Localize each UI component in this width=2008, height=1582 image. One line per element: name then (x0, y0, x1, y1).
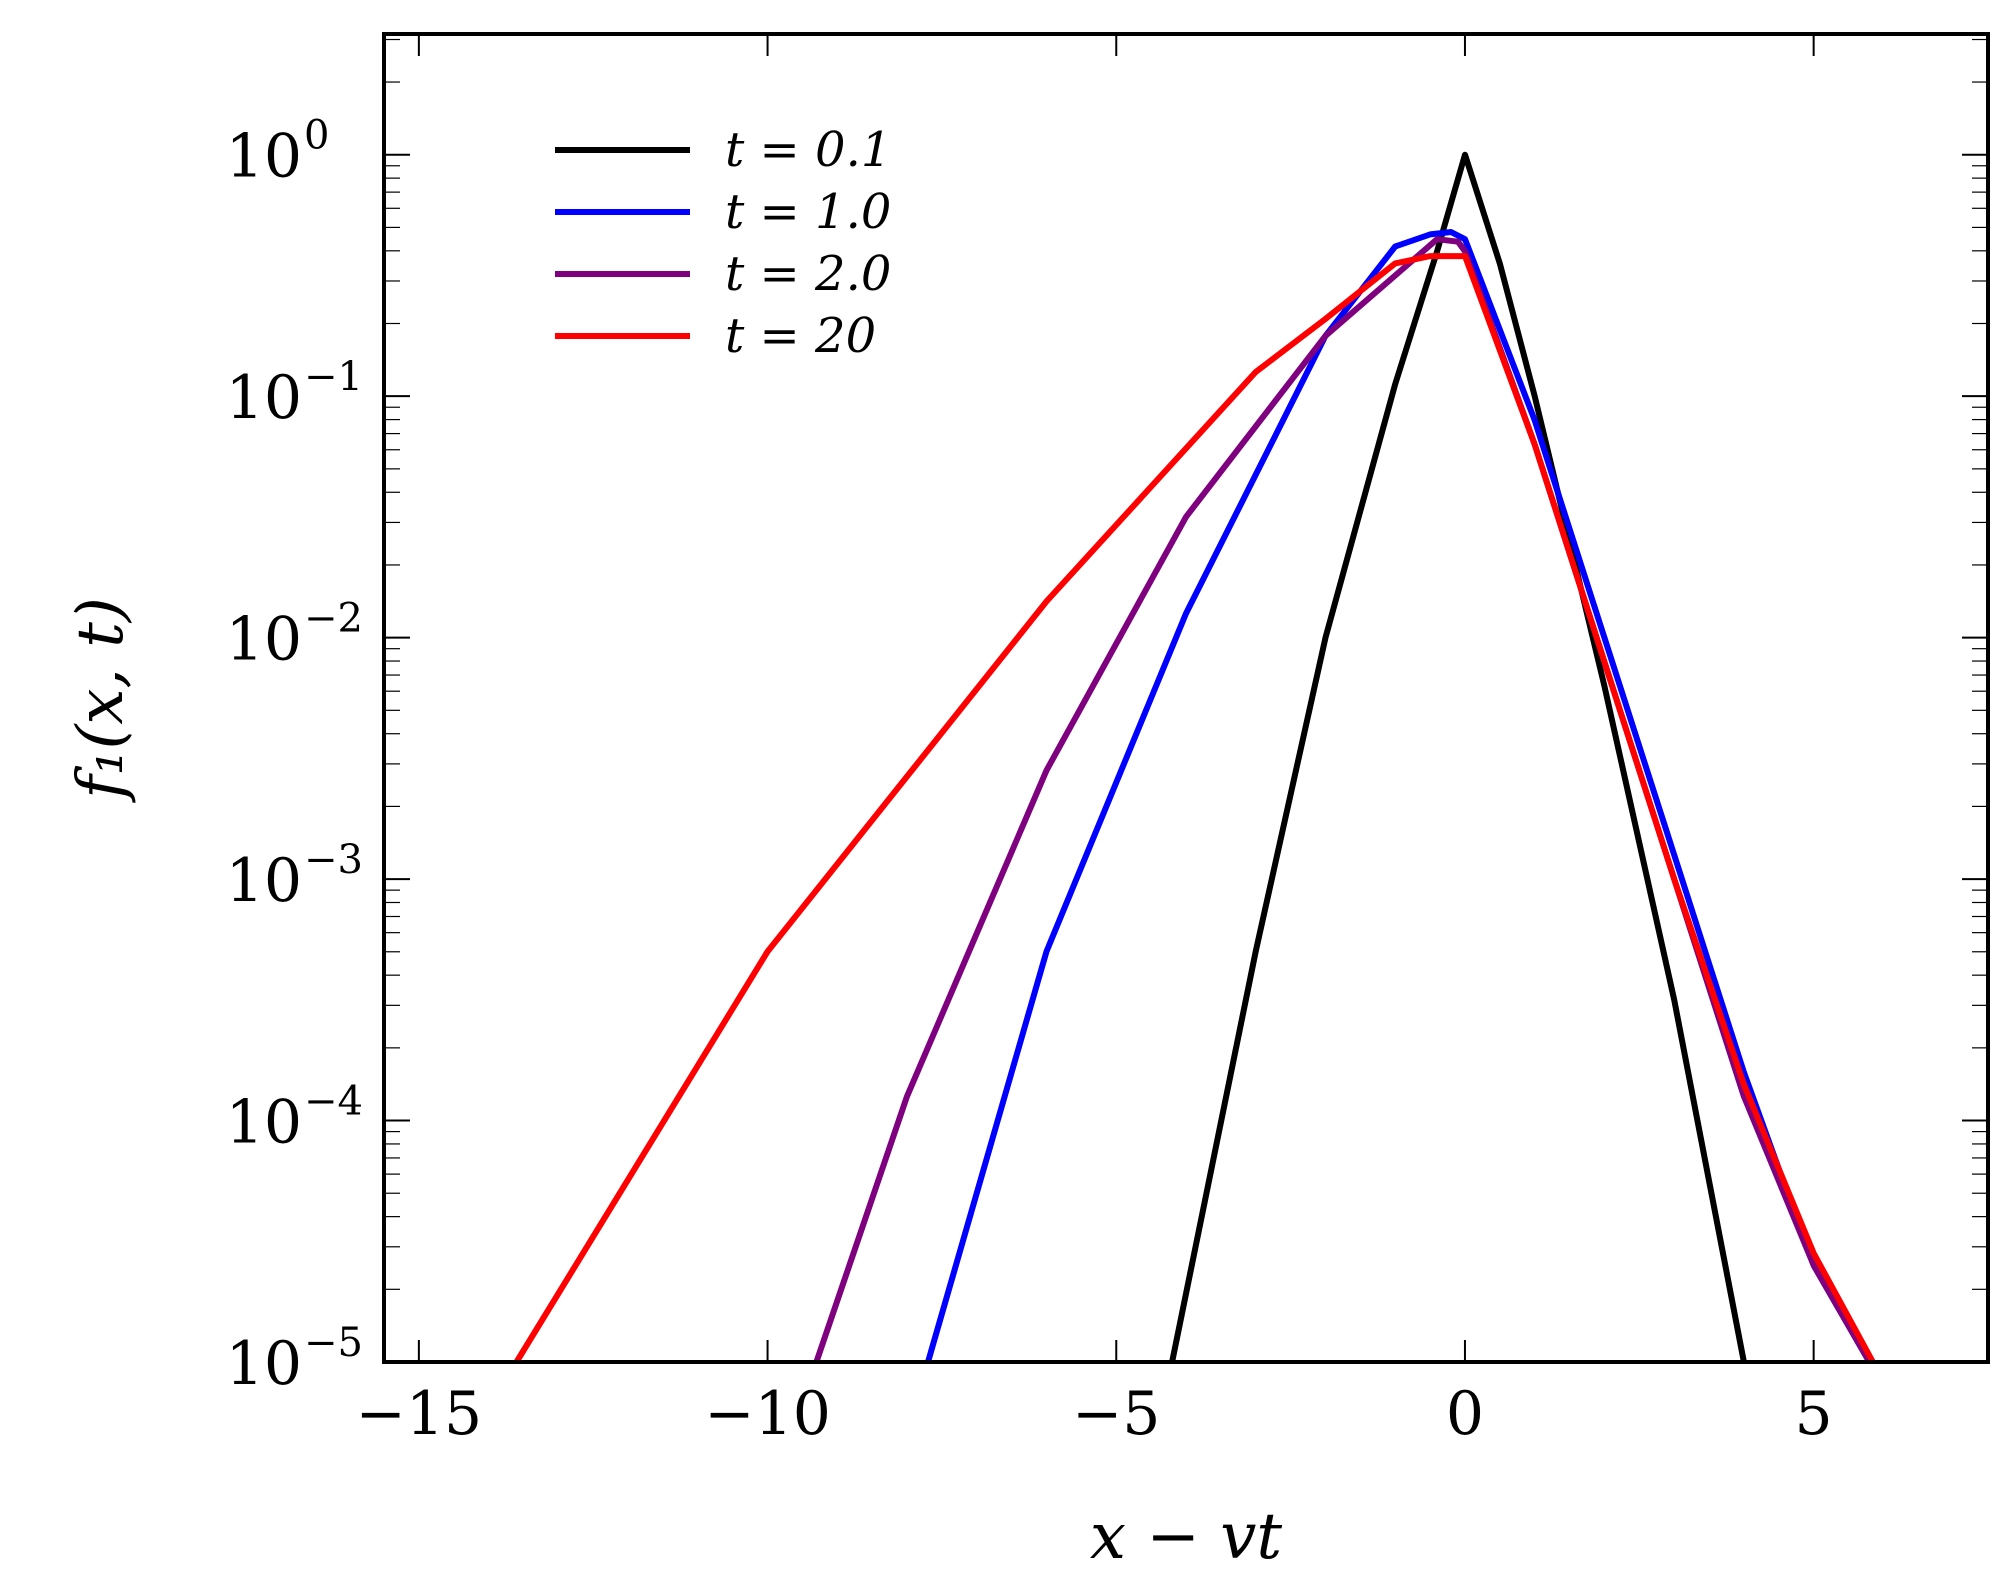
axes-frame (382, 32, 1990, 1364)
legend-label: t = 1.0 (725, 184, 891, 240)
axis-ticks (384, 34, 1988, 1363)
y-tick-label-exponent: −1 (304, 354, 363, 400)
y-tick-label: 10 (226, 1088, 302, 1158)
y-tick-label-exponent: 0 (304, 113, 329, 159)
series-group (513, 151, 1876, 1364)
series-line-3 (513, 253, 1876, 1364)
series-line-0 (1169, 151, 1747, 1363)
x-tick-label: −5 (1072, 1379, 1160, 1449)
y-tick-label: 10 (226, 1329, 302, 1399)
x-tick-label: 0 (1446, 1379, 1484, 1449)
y-tick-label: 10 (226, 605, 302, 675)
y-tick-label: 10 (226, 363, 302, 433)
legend-label: t = 0.1 (725, 122, 891, 178)
y-tick-label: 10 (226, 122, 302, 192)
y-tick-label-exponent: −2 (304, 596, 363, 642)
legend: t = 0.1 t = 1.0 t = 2.0 t = 20 (555, 122, 891, 364)
x-tick-label: −10 (704, 1379, 831, 1449)
legend-label: t = 20 (725, 308, 876, 364)
series-line-1 (925, 229, 1872, 1364)
y-tick-label-exponent: −4 (304, 1079, 363, 1125)
y-tick-label: 10 (226, 846, 302, 916)
y-tick-label-exponent: −5 (304, 1320, 363, 1366)
y-tick-label-exponent: −3 (304, 837, 363, 883)
x-tick-label: 5 (1795, 1379, 1833, 1449)
x-tick-label: −15 (356, 1379, 483, 1449)
y-axis-label: f₁(x, t) (64, 597, 138, 803)
legend-label: t = 2.0 (725, 246, 891, 302)
x-axis-label: x − vt (1090, 1500, 1283, 1574)
